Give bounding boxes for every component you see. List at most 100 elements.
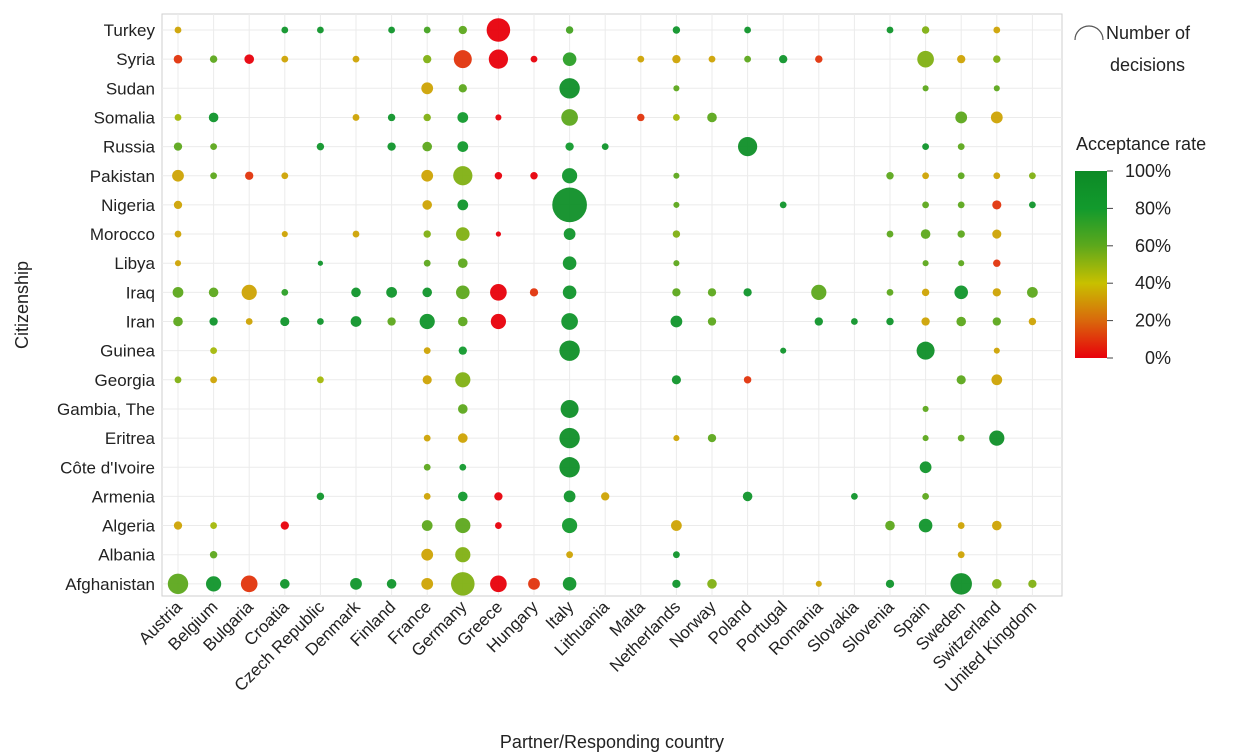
- bubble: [673, 551, 680, 559]
- color-legend-bar: [1075, 171, 1107, 358]
- bubble: [993, 347, 1000, 354]
- bubble: [922, 405, 929, 412]
- bubble: [209, 550, 218, 559]
- bubble: [991, 579, 1002, 589]
- bubble: [922, 493, 929, 500]
- bubble: [989, 430, 1005, 446]
- bubble: [957, 230, 965, 238]
- bubble: [281, 26, 289, 34]
- bubble: [672, 288, 681, 297]
- bubble: [494, 172, 503, 180]
- bubble: [559, 427, 580, 449]
- bubble: [673, 85, 680, 92]
- bubble: [423, 230, 431, 238]
- y-tick-label: Guinea: [100, 342, 155, 361]
- bubble: [991, 374, 1003, 386]
- bubble: [922, 143, 929, 151]
- color-tick-label: 20%: [1135, 311, 1171, 331]
- bubble: [815, 55, 823, 63]
- bubble: [992, 317, 1001, 326]
- bubble: [457, 404, 468, 414]
- bubble: [637, 113, 645, 122]
- bubble: [210, 347, 218, 355]
- bubble: [562, 256, 577, 271]
- bubble: [814, 317, 823, 326]
- bubble: [1028, 317, 1037, 326]
- bubble: [957, 551, 965, 559]
- bubble: [174, 114, 182, 121]
- bubble: [780, 347, 787, 354]
- bubble: [637, 55, 645, 63]
- bubble: [919, 461, 932, 474]
- plot-area: [161, 13, 1063, 597]
- bubble: [495, 114, 502, 121]
- bubble: [956, 375, 966, 385]
- bubble: [815, 580, 822, 587]
- bubble: [673, 260, 680, 267]
- bubble: [886, 26, 894, 34]
- bubble: [387, 142, 396, 151]
- bubble: [421, 82, 434, 95]
- bubble: [993, 85, 1000, 92]
- color-tick-label: 80%: [1135, 198, 1171, 218]
- bubble: [922, 435, 929, 442]
- bubble: [1029, 201, 1036, 209]
- bubble: [993, 55, 1001, 63]
- bubble: [457, 258, 468, 269]
- bubble: [562, 577, 577, 591]
- bubble: [885, 520, 895, 531]
- bubble: [456, 285, 470, 300]
- bubble: [601, 492, 610, 501]
- size-legend-title-line2: decisions: [1110, 55, 1185, 75]
- y-tick-label: Iran: [126, 313, 155, 332]
- bubble: [458, 346, 467, 355]
- bubble: [240, 575, 258, 593]
- bubble: [529, 288, 539, 297]
- y-tick-label: Algeria: [102, 517, 155, 536]
- bubble: [954, 285, 968, 300]
- bubble: [459, 463, 467, 471]
- y-tick-label: Syria: [116, 50, 155, 69]
- bubble: [350, 316, 362, 327]
- size-legend-title: Number of: [1106, 23, 1191, 43]
- bubble: [422, 375, 432, 385]
- bubble: [173, 142, 183, 151]
- bubble: [672, 54, 681, 64]
- bubble: [673, 172, 680, 179]
- bubble: [456, 227, 470, 241]
- bubble: [317, 26, 324, 34]
- bubble: [672, 579, 681, 589]
- bubble: [281, 288, 289, 296]
- bubble: [458, 25, 467, 35]
- y-tick-label: Gambia, The: [57, 400, 155, 419]
- bubble: [559, 78, 580, 99]
- bubble: [490, 313, 506, 330]
- y-tick-label: Afghanistan: [65, 575, 155, 594]
- bubble: [957, 143, 965, 151]
- bubble: [174, 260, 182, 267]
- bubble: [563, 228, 576, 240]
- bubble: [387, 317, 396, 326]
- bubble: [737, 136, 758, 157]
- bubble: [174, 230, 182, 238]
- bubble: [423, 26, 431, 34]
- bubble: [917, 50, 934, 68]
- bubble: [209, 317, 218, 326]
- bubble: [423, 113, 431, 122]
- bubble: [992, 229, 1002, 239]
- bubble: [281, 55, 289, 63]
- bubble: [386, 579, 397, 589]
- bubble: [956, 316, 967, 327]
- y-tick-label: Albania: [98, 546, 155, 565]
- bubble: [957, 54, 966, 64]
- bubble: [421, 548, 434, 561]
- bubble: [922, 260, 929, 267]
- bubble: [957, 434, 965, 442]
- y-tick-label: Libya: [114, 254, 155, 273]
- bubble: [957, 172, 965, 180]
- bubble: [495, 231, 502, 237]
- bubble: [457, 112, 469, 123]
- bubble: [560, 399, 579, 418]
- y-tick-label: Pakistan: [90, 167, 155, 186]
